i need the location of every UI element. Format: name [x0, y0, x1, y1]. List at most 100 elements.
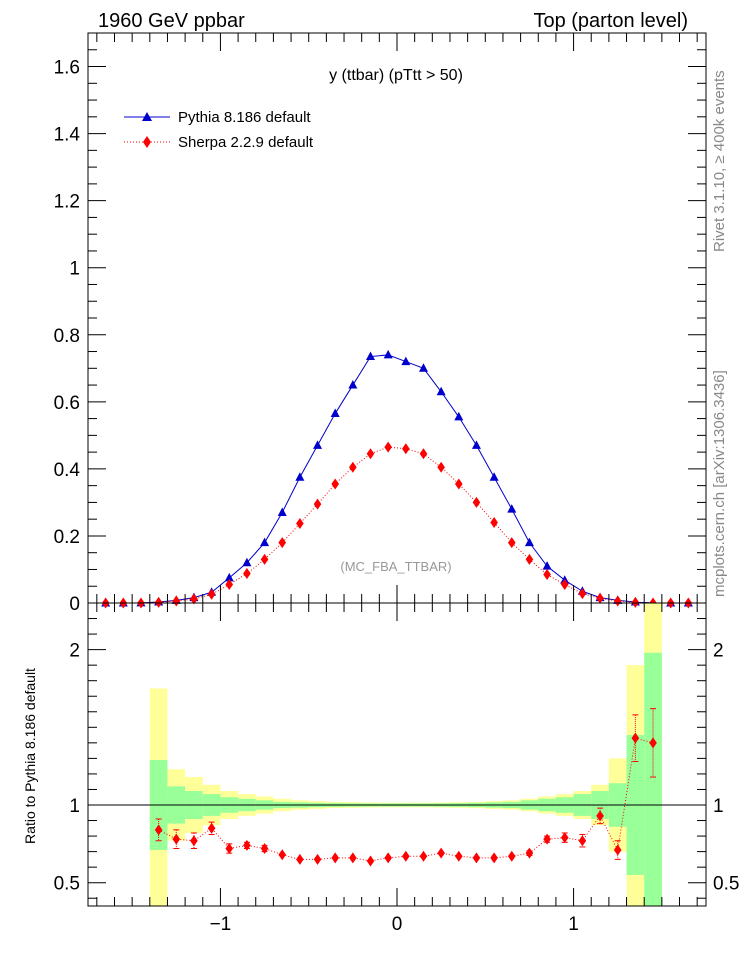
ratio-point — [455, 850, 463, 862]
main-title: y (ttbar) (pTtt > 50) — [329, 67, 463, 84]
header-right: Top (parton level) — [533, 10, 688, 32]
main-ytick-label: 1.4 — [54, 125, 81, 146]
main-ytick-label: 1.2 — [54, 192, 80, 213]
ratio-point — [225, 843, 234, 855]
main-ytick-label-zero: 0 — [69, 594, 80, 615]
ratio-xtick-label: 0 — [392, 914, 403, 935]
sherpa-point — [437, 461, 445, 473]
sherpa-point — [613, 595, 622, 607]
sherpa-point — [172, 595, 181, 607]
pythia-point — [507, 504, 517, 513]
ratio-point — [578, 835, 587, 847]
sherpa-point — [384, 441, 392, 453]
ratio-ylabel: Ratio to Pythia 8.186 default — [22, 668, 38, 844]
ratio-point — [419, 850, 428, 862]
sherpa-point — [472, 496, 481, 508]
ratio-ytick-label: 0.5 — [54, 874, 80, 895]
legend: Pythia 8.186 default Sherpa 2.2.9 defaul… — [124, 109, 314, 151]
main-axes: 0.2 0.4 0.6 0.8 1 1.2 1.4 1.6 0 — [54, 33, 706, 615]
ratio-point — [313, 853, 322, 865]
sherpa-point — [313, 498, 322, 510]
sherpa-point — [225, 579, 234, 591]
pythia-point — [454, 411, 464, 421]
main-ytick-label: 0.4 — [54, 460, 81, 481]
ratio-point — [384, 852, 392, 864]
sherpa-point — [543, 569, 551, 580]
main-ytick-label: 1.6 — [54, 58, 80, 79]
ratio-band-inner — [644, 652, 662, 906]
ratio-axes: −1 0 1 0.5 0.5 1 1 2 2 — [54, 603, 739, 935]
ratio-ytick-label: 2 — [69, 641, 80, 662]
sherpa-point — [278, 537, 287, 549]
header-left: 1960 GeV ppbar — [98, 10, 245, 32]
pythia-point — [242, 557, 252, 567]
legend-item-pythia: Pythia 8.186 default — [124, 109, 311, 126]
sherpa-point — [596, 592, 604, 604]
legend-item-sherpa: Sherpa 2.2.9 default — [124, 134, 314, 151]
ratio-point — [525, 847, 534, 859]
main-ytick-label: 0.8 — [54, 326, 80, 347]
sherpa-point — [631, 596, 640, 608]
ratio-point — [331, 852, 339, 864]
ratio-point — [402, 850, 410, 862]
ratio-point — [472, 852, 481, 864]
main-ytick-label: 1 — [69, 259, 80, 280]
sherpa-point — [366, 448, 375, 460]
ratio-point — [296, 853, 304, 865]
sherpa-point — [331, 478, 339, 490]
pythia-point — [542, 561, 552, 570]
legend-label-sherpa: Sherpa 2.2.9 default — [178, 134, 314, 151]
ratio-xtick-label: 1 — [568, 914, 579, 935]
pythia-point — [277, 507, 287, 516]
ratio-point — [154, 824, 163, 836]
pythia-point — [401, 356, 411, 366]
sherpa-point — [260, 553, 269, 565]
sherpa-point — [207, 588, 216, 600]
ratio-frame — [87, 602, 707, 907]
ratio-ytick-label-right: 0.5 — [713, 874, 739, 895]
sherpa-point — [507, 537, 516, 549]
ratio-ytick-label-right: 1 — [713, 796, 724, 817]
ratio-panel: −1 0 1 0.5 0.5 1 1 2 2 Ratio to Pythia 8.186 def… — [22, 602, 739, 935]
ratio-point — [507, 850, 516, 862]
ratio-xtick-label: −1 — [210, 914, 232, 935]
pythia-point — [295, 472, 305, 481]
legend-marker-sherpa — [143, 136, 151, 148]
pythia-point — [436, 386, 446, 396]
main-panel: 0.2 0.4 0.6 0.8 1 1.2 1.4 1.6 0 y (ttbar) (pTtt … — [54, 32, 707, 615]
pythia-point — [366, 351, 376, 361]
ratio-point — [543, 833, 551, 845]
ratio-point — [366, 855, 375, 867]
sherpa-point — [243, 567, 251, 579]
ratio-point — [260, 843, 269, 855]
watermark: (MC_FBA_TTBAR) — [340, 559, 451, 574]
main-ytick-label: 0.2 — [54, 527, 80, 548]
pythia-point — [330, 408, 340, 418]
pythia-point — [224, 572, 234, 582]
pythia-point — [313, 440, 323, 449]
pythia-point — [260, 537, 270, 547]
ratio-ytick-label-right: 2 — [713, 641, 724, 662]
sherpa-point — [296, 518, 304, 530]
sherpa-point — [490, 517, 498, 529]
pythia-point — [418, 363, 428, 372]
ratio-data-layer — [154, 708, 657, 867]
sherpa-point — [154, 596, 163, 608]
ratio-point — [172, 833, 181, 845]
ratio-point — [631, 732, 640, 744]
pythia-point — [383, 349, 393, 359]
sherpa-point — [190, 593, 198, 605]
ratio-point — [613, 844, 622, 856]
pythia-point — [489, 472, 499, 481]
rivet-label: Rivet 3.1.10, ≥ 400k events — [711, 70, 728, 252]
ratio-point — [560, 832, 569, 844]
pythia-point — [471, 440, 481, 449]
ratio-point — [190, 835, 198, 847]
legend-marker-pythia — [142, 112, 152, 121]
sherpa-point — [578, 588, 587, 600]
ratio-point — [596, 810, 604, 822]
ratio-point — [278, 849, 287, 861]
ratio-point — [207, 822, 216, 834]
ratio-ytick-label: 1 — [69, 796, 80, 817]
